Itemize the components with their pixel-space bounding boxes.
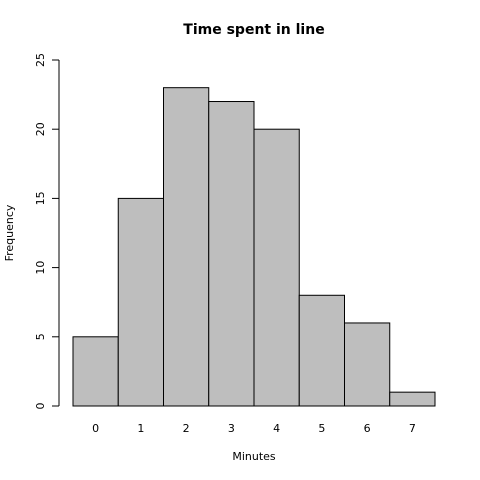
x-tick-label: 6 xyxy=(364,422,371,435)
bar xyxy=(208,101,255,407)
y-tick-label: 0 xyxy=(34,403,47,410)
x-tick-label: 1 xyxy=(137,422,144,435)
y-tick-label: 5 xyxy=(34,333,47,340)
y-tick-label: 15 xyxy=(34,191,47,205)
y-tick-label: 25 xyxy=(34,53,47,67)
bar xyxy=(253,128,300,407)
x-axis-label: Minutes xyxy=(232,450,276,463)
y-tick-label: 10 xyxy=(34,261,47,275)
x-tick-label: 4 xyxy=(273,422,280,435)
bar xyxy=(298,294,345,407)
bar xyxy=(344,322,391,407)
x-tick-label: 5 xyxy=(318,422,325,435)
x-tick-label: 2 xyxy=(183,422,190,435)
y-tick-label: 20 xyxy=(34,122,47,136)
x-tick-label: 0 xyxy=(92,422,99,435)
x-tick-label: 7 xyxy=(409,422,416,435)
bar xyxy=(72,336,119,407)
bar xyxy=(389,391,436,407)
x-tick-label: 3 xyxy=(228,422,235,435)
y-axis-label: Frequency xyxy=(3,204,16,261)
bar xyxy=(117,197,164,407)
chart-title: Time spent in line xyxy=(183,22,324,38)
bar xyxy=(163,87,210,407)
